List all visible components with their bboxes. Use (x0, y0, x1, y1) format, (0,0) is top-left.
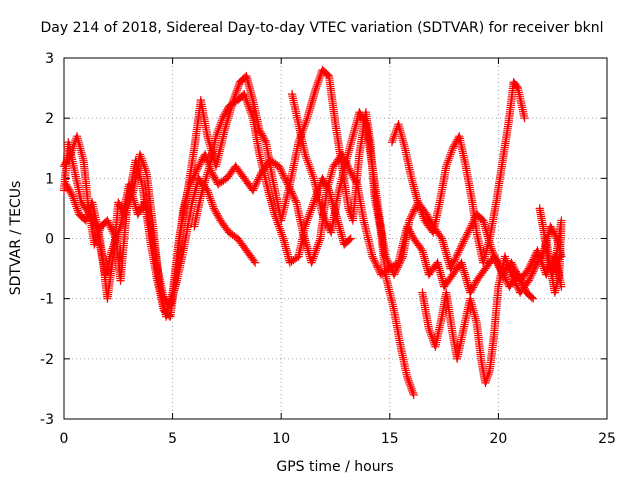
x-tick-label: 0 (60, 431, 69, 447)
x-tick-label: 25 (598, 431, 616, 447)
series-markers (387, 78, 529, 267)
series-track-7 (418, 222, 566, 387)
x-tick-label: 15 (381, 431, 399, 447)
y-tick-label: -3 (40, 412, 54, 428)
y-tick-label: 1 (45, 171, 54, 187)
x-tick-label: 20 (489, 431, 507, 447)
x-tick-label: 5 (168, 431, 177, 447)
series-track-2 (59, 132, 566, 321)
y-tick-label: -1 (40, 292, 54, 308)
y-tick-label: -2 (40, 352, 54, 368)
y-tick-label: 0 (45, 232, 54, 248)
series-markers (535, 204, 566, 297)
data-series (59, 65, 566, 399)
y-tick-label: 3 (45, 51, 54, 67)
x-tick-label: 10 (272, 431, 290, 447)
series-track-3 (62, 174, 260, 309)
y-axis-label: SDTVAR / TECUs (8, 181, 24, 296)
y-tick-label: 2 (45, 111, 54, 127)
chart-title: Day 214 of 2018, Sidereal Day-to-day VTE… (41, 20, 604, 36)
grid-lines (64, 58, 607, 419)
x-axis-label: GPS time / hours (276, 459, 393, 475)
series-markers (418, 222, 566, 387)
series-track-6 (387, 78, 529, 267)
axis-ticks: 0 5 10 15 20 25 -3 -2 -1 0 1 2 3 (40, 51, 616, 447)
series-markers (59, 132, 566, 321)
series-markers (62, 174, 260, 309)
series-track-8 (535, 204, 566, 297)
